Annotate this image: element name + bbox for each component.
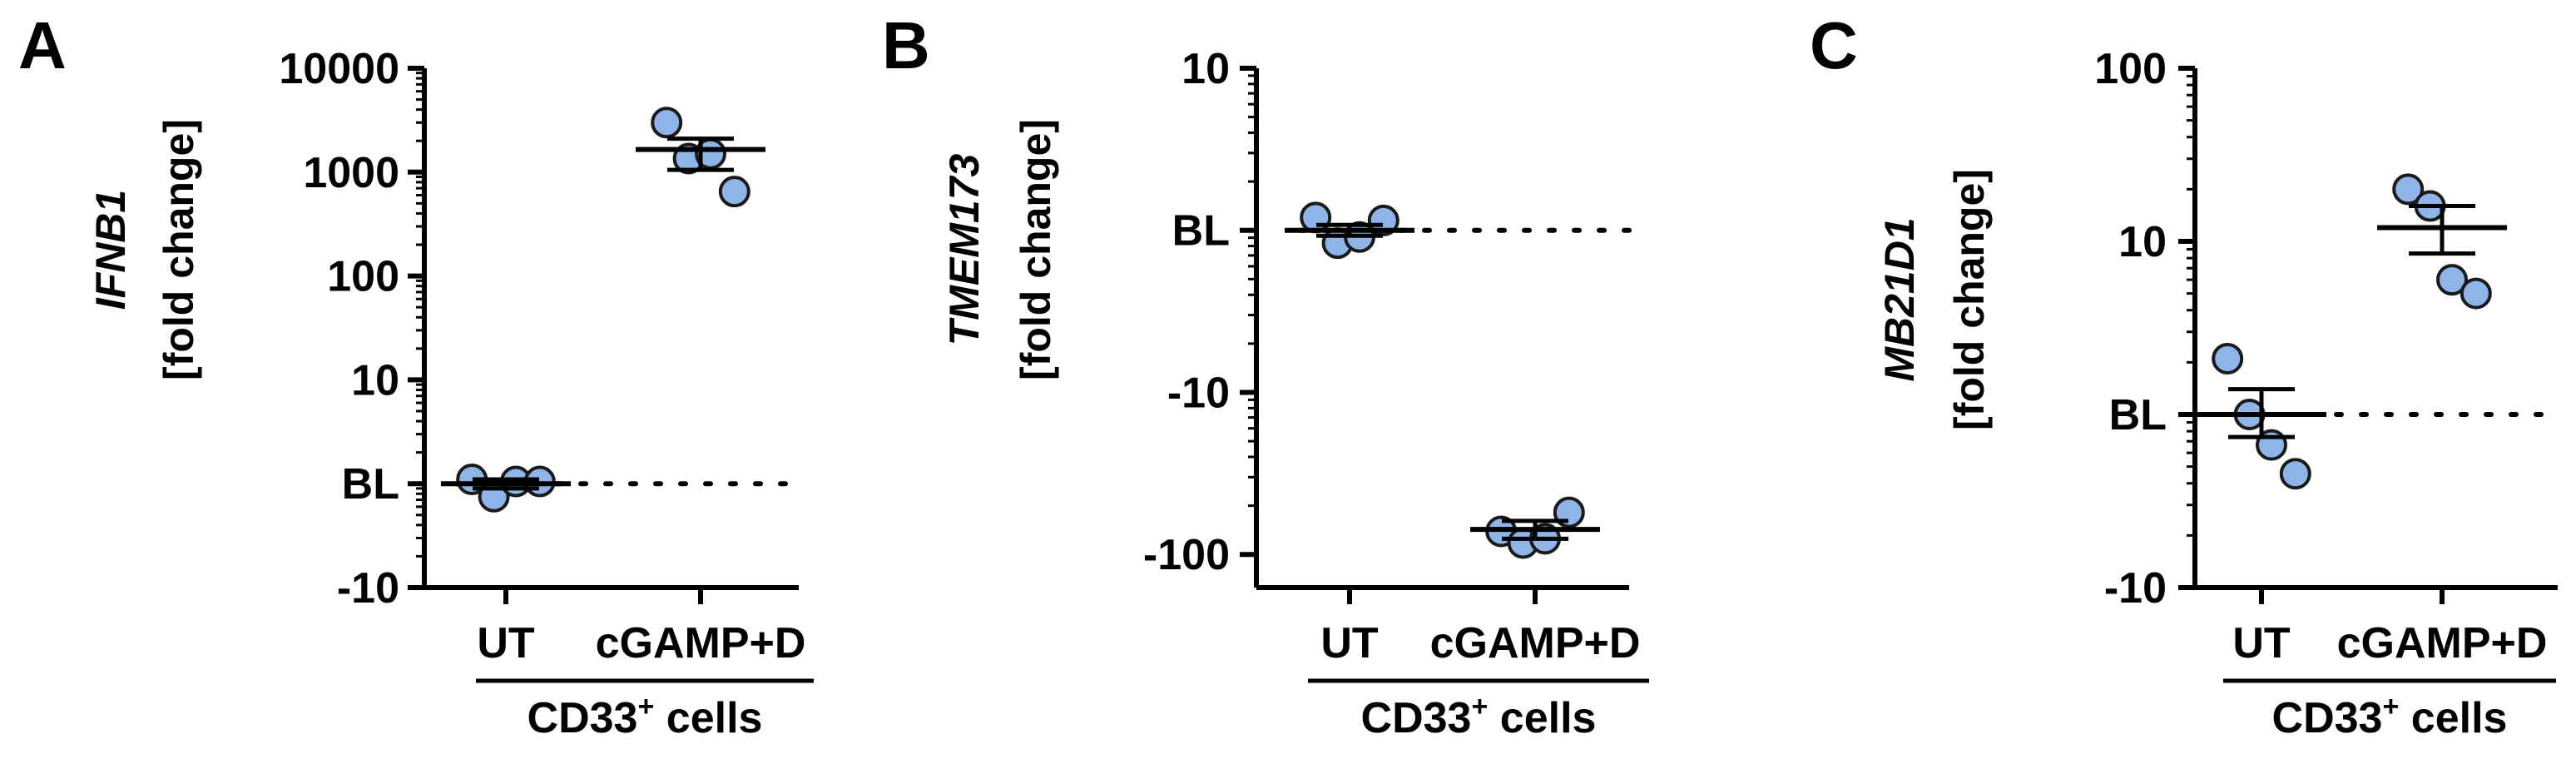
y-tick-label: 100 [2094,45,2167,93]
y-tick-label: -10 [1167,369,1230,417]
data-point [1300,201,1332,234]
group-label: CD33+ cells [1361,691,1597,742]
group-label-suffix: cells [654,694,762,742]
data-point [1367,204,1399,236]
y-tick-label: 100 [327,253,399,301]
y-tick-label: 10000 [279,45,399,93]
y-tick-label: 10 [1181,45,1230,93]
y-axis-unit-label: [fold change] [1946,169,1993,430]
x-tick-label: UT [1320,619,1379,667]
data-point [2460,277,2492,310]
series-cgamp-d [1470,496,1600,559]
series-ut [441,464,571,513]
group-label-main: CD33 [1361,694,1472,742]
y-tick-label: -100 [1143,531,1230,579]
group-label-main: CD33 [2272,694,2383,742]
y-tick-label: BL [342,460,399,509]
panel-letter: B [882,8,930,82]
series-cgamp-d [636,107,765,208]
y-tick-label: 10 [2118,218,2167,266]
y-axis-unit-label: [fold change] [156,119,202,380]
series-cgamp-d [2377,173,2507,310]
panel-a: A IFNB1 [fold change] -10 BL 10 100 1000 10000 UT… [18,8,814,742]
x-tick-label: UT [477,619,535,667]
y-axis-gene-label: IFNB1 [87,190,134,310]
group-label-suffix: cells [2399,694,2507,742]
x-tick-label: cGAMP+D [596,619,806,667]
group-label: CD33+ cells [528,691,763,742]
data-point [718,176,751,208]
x-tick-label: UT [2232,619,2291,667]
series-ut [1285,201,1414,260]
group-label-suffix: cells [1488,694,1596,742]
data-point [2436,264,2468,296]
group-label-sup: + [637,691,654,722]
x-tick-label: cGAMP+D [2337,619,2548,667]
y-tick-label: 10 [351,356,399,404]
y-tick-label: -10 [2104,564,2167,613]
y-tick-label: BL [1172,207,1230,255]
x-tick-label: cGAMP+D [1430,619,1641,667]
data-point [2212,342,2244,375]
panel-letter: C [1810,8,1858,82]
y-tick-label: -10 [337,564,399,613]
group-label: CD33+ cells [2272,691,2508,742]
y-axis-gene-label: MB21D1 [1876,217,1923,381]
y-axis-unit-label: [fold change] [1013,119,1059,380]
series-ut [2197,342,2326,490]
panel-c: C MB21D1 [fold change] -10 BL 10 100 UT cGAMP+D C… [1810,8,2560,742]
y-axis-gene-label: TMEM173 [941,154,988,346]
y-tick-label: BL [2109,391,2167,439]
group-label-sup: + [1471,691,1488,722]
data-point [2279,458,2311,490]
data-point [651,107,683,139]
group-label-sup: + [2382,691,2399,722]
data-point [2392,173,2425,206]
panel-letter: A [18,8,67,82]
y-tick-label: 1000 [303,149,399,197]
panel-b: B TMEM173 [fold change] 10 BL -10 -100 UT cGAMP+… [882,8,1649,742]
group-label-main: CD33 [528,694,638,742]
